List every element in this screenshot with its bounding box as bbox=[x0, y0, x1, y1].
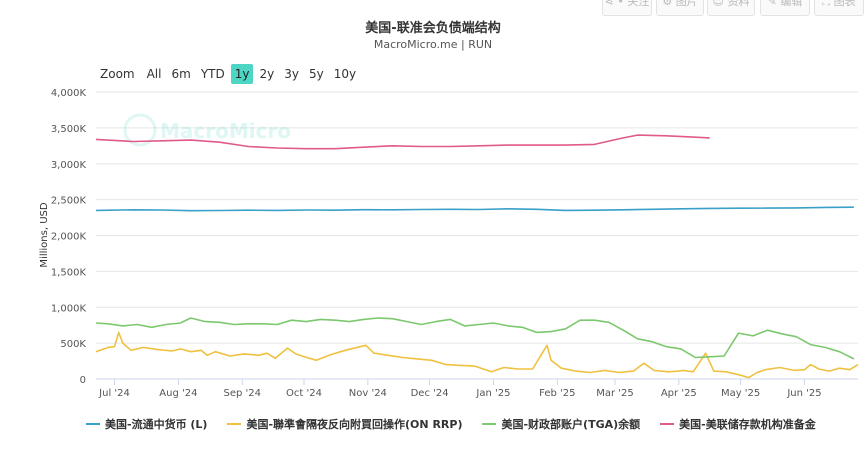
zoom-label: Zoom bbox=[100, 67, 135, 81]
x-tick-label: Oct '24 bbox=[286, 388, 322, 399]
legend-swatch bbox=[482, 423, 497, 425]
x-tick-label: Jan '25 bbox=[475, 388, 510, 399]
y-axis: 0 500K 1,000K 1,500K 2,000K 2,500K 3,000K 3,500… bbox=[51, 88, 87, 386]
y-tick-label: 1,500K bbox=[51, 267, 87, 278]
x-tick-label: Nov '24 bbox=[349, 388, 387, 399]
toolbar-button-image[interactable]: ⚙ 图片 bbox=[656, 0, 704, 16]
legend-swatch bbox=[227, 423, 242, 425]
watermark-logo-icon bbox=[123, 113, 157, 147]
range-option-6m[interactable]: 6m bbox=[171, 67, 191, 81]
y-tick-label: 1,000K bbox=[51, 303, 87, 314]
y-tick-label: 4,000K bbox=[51, 88, 87, 99]
x-axis: Jul '24 Aug '24 Sep '24 Oct '24 Nov '24 Dec '… bbox=[96, 378, 858, 399]
chart-title: 美国-联准会负债端结构 bbox=[365, 21, 501, 36]
range-option-10y[interactable]: 10y bbox=[333, 67, 357, 81]
range-option-1y[interactable]: 1y bbox=[230, 64, 254, 84]
legend-item-onrrp[interactable]: 美国-聯準會隔夜反向附買回操作(ON RRP) bbox=[227, 416, 462, 432]
toolbar-button-label: 图片 bbox=[675, 0, 698, 8]
range-option-all[interactable]: All bbox=[146, 67, 162, 81]
y-tick-label: 3,500K bbox=[51, 124, 87, 135]
user-icon: ☺ bbox=[712, 0, 724, 8]
series-line-tga[interactable] bbox=[95, 317, 855, 360]
range-option-5y[interactable]: 5y bbox=[308, 67, 324, 81]
watermark: MacroMicro bbox=[123, 113, 291, 147]
series-lines bbox=[95, 134, 859, 379]
legend-label: 美国-财政部账户(TGA)余额 bbox=[501, 418, 641, 431]
y-tick-label: 3,000K bbox=[51, 160, 87, 171]
x-tick-label: Feb '25 bbox=[539, 388, 575, 399]
x-tick-label: May '25 bbox=[721, 388, 760, 399]
line-chart: MacroMicro 0 500K 1,000K 1,500K 2,000K 2,500K… bbox=[39, 88, 859, 399]
y-tick-label: 0 bbox=[80, 375, 86, 386]
expand-icon: ⛶ bbox=[822, 0, 831, 8]
gear-icon: ⚙ bbox=[662, 0, 673, 8]
toolbar-button-follow[interactable]: ⋖ • 关注 bbox=[602, 0, 652, 16]
legend-swatch bbox=[660, 423, 675, 425]
series-line-currency[interactable] bbox=[95, 206, 854, 212]
legend-label: 美国-聯準會隔夜反向附買回操作(ON RRP) bbox=[246, 418, 463, 431]
share-icon: ⋖ bbox=[604, 0, 614, 8]
y-tick-label: 500K bbox=[60, 339, 86, 350]
range-selector: Zoom All 6m YTD 1y 2y 3y 5y 10y bbox=[96, 64, 362, 84]
chart-subtitle: MacroMicro.me | RUN bbox=[373, 38, 493, 51]
toolbar-button-edit[interactable]: ✎ 编辑 bbox=[760, 0, 810, 16]
x-tick-label: Apr '25 bbox=[661, 388, 697, 399]
grid-lines bbox=[96, 91, 858, 380]
x-tick-label: Mar '25 bbox=[596, 388, 634, 399]
legend: 美国-流通中货币 (L) 美国-聯準會隔夜反向附買回操作(ON RRP) 美国-… bbox=[86, 416, 836, 432]
x-tick-label: Dec '24 bbox=[411, 388, 449, 399]
y-axis-label: Millions, USD bbox=[39, 202, 50, 267]
toolbar-button-label: 资料 bbox=[727, 0, 750, 8]
pencil-icon: ✎ bbox=[767, 0, 777, 8]
toolbar-button-expand[interactable]: ⛶ 图表 bbox=[814, 0, 864, 16]
legend-swatch bbox=[86, 423, 100, 425]
series-line-reserves[interactable] bbox=[95, 134, 710, 150]
x-tick-label: Jul '24 bbox=[98, 388, 130, 399]
y-tick-label: 2,500K bbox=[51, 196, 87, 207]
x-tick-label: Jun '25 bbox=[786, 388, 821, 399]
series-line-onrrp[interactable] bbox=[95, 331, 859, 379]
x-tick-label: Sep '24 bbox=[223, 388, 261, 399]
legend-item-currency[interactable]: 美国-流通中货币 (L) bbox=[86, 416, 207, 432]
legend-item-tga[interactable]: 美国-财政部账户(TGA)余额 bbox=[482, 416, 640, 432]
x-tick-label: Aug '24 bbox=[159, 388, 197, 399]
range-option-2y[interactable]: 2y bbox=[259, 67, 275, 81]
range-option-3y[interactable]: 3y bbox=[284, 67, 299, 81]
legend-label: 美国-美联储存款机构准备金 bbox=[679, 418, 816, 431]
toolbar-button-label: • 关注 bbox=[617, 0, 650, 8]
toolbar-button-label: 图表 bbox=[833, 0, 856, 8]
watermark-text: MacroMicro bbox=[160, 119, 291, 143]
legend-item-reserves[interactable]: 美国-美联储存款机构准备金 bbox=[660, 416, 816, 432]
toolbar-button-label: 编辑 bbox=[780, 0, 803, 8]
legend-label: 美国-流通中货币 (L) bbox=[105, 418, 208, 431]
y-tick-label: 2,000K bbox=[51, 232, 87, 243]
toolbar-button-data[interactable]: ☺ 资料 bbox=[707, 0, 755, 16]
range-option-ytd[interactable]: YTD bbox=[200, 67, 225, 81]
